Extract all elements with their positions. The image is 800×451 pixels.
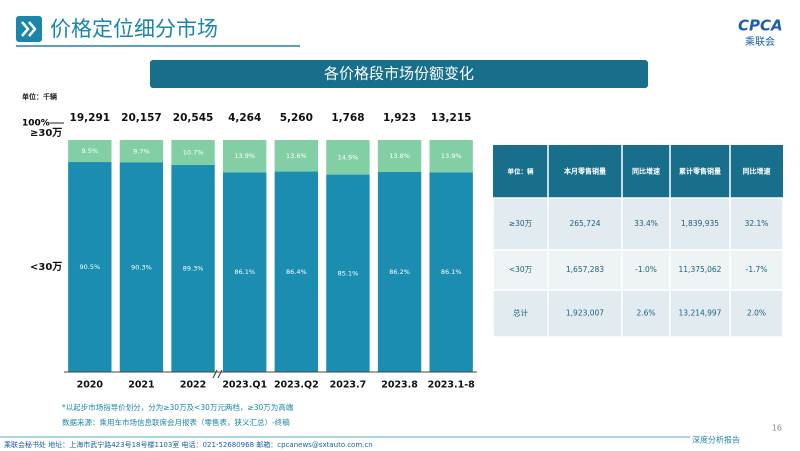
value-label: 86.1% [234,268,255,276]
table-row-bg [492,197,784,251]
value-label: 13.9% [234,152,255,160]
table-header-bg [493,145,783,198]
x-tick-label: 2022 [180,380,206,391]
x-tick-label: 2023.8 [381,380,418,391]
table-header: 累计零售销量 [679,167,721,176]
bar-segment [68,162,112,372]
total-label: 5,260 [280,112,313,124]
bar-segment [171,140,215,165]
table-cell: -1.0% [635,265,657,274]
y-tick-label: 100% [22,119,50,129]
value-label: 86.2% [389,268,410,276]
x-tick-label: 2023.Q2 [274,380,319,391]
bar-segment [119,162,164,372]
table-cell: 2.0% [747,309,766,318]
value-label: 86.1% [441,268,462,276]
table-cell: 2.6% [636,309,655,318]
table-cell: 总计 [513,308,528,318]
table-header: 同比增速 [743,167,771,176]
axis-break [212,369,223,379]
value-label: 9.7% [133,147,150,155]
bar-segment [68,140,112,163]
bar-segment [119,140,164,163]
total-label: 19,291 [70,112,111,124]
value-label: 9.5% [82,147,99,155]
table-cell: 265,724 [569,219,600,228]
value-label: 89.3% [183,264,204,272]
table-cell: 1,923,007 [566,309,604,318]
value-label: 90.5% [79,263,100,271]
chart-banner [150,60,648,88]
value-label: 14.9% [338,153,359,161]
table-cell: 32.1% [745,219,769,228]
logo-sub: 乘联会 [745,35,775,48]
total-label: 1,768 [331,112,364,124]
table-row-bg [492,289,784,338]
series-label: <30万 [30,261,62,273]
series-label: ≥30万 [30,127,62,139]
x-tick-label: 2023.1-8 [428,380,476,391]
table-cell: 33.4% [634,219,658,228]
bar-segment [326,140,370,175]
chart-title: 各价格段市场份额变化 [324,65,474,83]
value-label: 86.4% [286,268,307,276]
logo: CPCA [738,17,783,35]
table-header: 本月零售销量 [563,167,606,176]
x-tick-label: 2023.7 [330,380,367,391]
value-label: 10.7% [183,148,204,156]
table-cell: 1,657,283 [566,265,604,274]
total-label: 1,923 [383,112,416,124]
unit: 单位：千辆 [22,92,57,101]
bar-segment [171,164,215,372]
bar-segment [377,140,422,173]
value-label: 90.3% [131,263,152,271]
table-header: 单位：辆 [508,167,535,176]
table-cell: 11,375,062 [679,265,722,274]
value-label: 85.1% [338,269,359,277]
bar-segment [326,174,370,372]
footer-text: 乘联会秘书处 地址：上海市武宁路423号18号楼1103室 电话：021-526… [4,440,373,449]
note: *以起步市场指导价划分，分为≥30万及<30万元两档，≥30万为高端 [62,402,294,412]
bar-segment [274,140,318,172]
total-label: 20,157 [121,112,162,124]
table-cell: -1.7% [746,265,768,274]
x-tick-label: 2023.Q1 [222,380,267,391]
chevrons [21,21,37,37]
bar-segment [274,171,318,372]
total-label: 20,545 [173,112,214,124]
table-cell: ≥30万 [509,219,533,228]
bar-segment [223,140,267,173]
footer-report: 深度分析报告 [692,435,740,445]
x-tick-label: 2020 [77,380,104,391]
table-header: 同比增速 [632,167,660,176]
value-label: 13.8% [389,152,410,160]
table-cell: <30万 [509,265,533,274]
page-title: 价格定位细分市场 [50,17,218,41]
page-number: 16 [772,424,782,433]
note: 数据来源：乘用车市场信息联席会月报表（零售表，狭义汇总）-终稿 [62,417,290,427]
bar-segment [377,172,422,372]
total-label: 4,264 [228,112,261,124]
bar-segment [429,172,473,372]
total-label: 13,215 [431,112,472,124]
table-cell: 13,214,997 [679,309,722,318]
bar-segment [223,172,267,372]
value-label: 13.9% [441,152,462,160]
bar-segment [429,140,473,173]
x-tick-label: 2021 [128,380,154,391]
table-cell: 1,839,935 [681,219,719,228]
value-label: 13.6% [286,152,307,160]
